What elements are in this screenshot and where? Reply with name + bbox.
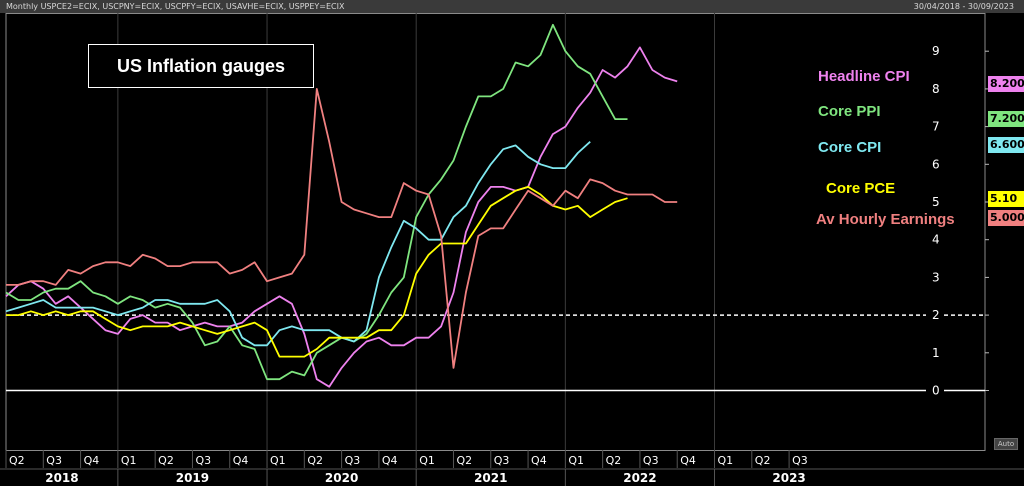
quarter-label: Q4: [84, 454, 100, 467]
quarter-label: Q2: [755, 454, 771, 467]
quarter-label: Q1: [270, 454, 286, 467]
quarter-label: Q3: [345, 454, 361, 467]
series-line-core-cpi: [5, 141, 591, 347]
y-tick-label: 4: [932, 233, 940, 247]
quarter-label: Q1: [419, 454, 435, 467]
legend-label-core-ppi: Core PPI: [818, 103, 881, 120]
legend-label-av-hourly-earnings: Av Hourly Earnings: [816, 211, 955, 228]
quarter-label: Q1: [568, 454, 584, 467]
legend-label-core-pce: Core PCE: [826, 180, 896, 197]
quarter-label: Q1: [121, 454, 137, 467]
y-tick-label: 9: [932, 44, 940, 58]
last-value-tag-headline-cpi: 8.200: [988, 76, 1024, 92]
quarter-label: Q4: [233, 454, 249, 467]
year-label: 2019: [176, 471, 209, 485]
quarter-label: Q2: [9, 454, 25, 467]
year-label: 2020: [325, 471, 358, 485]
year-label: 2018: [45, 471, 78, 485]
y-tick-label: 7: [932, 120, 940, 134]
quarter-label: Q1: [718, 454, 734, 467]
ticker-list: Monthly USPCE2=ECIX, USCPNY=ECIX, USCPFY…: [6, 2, 345, 11]
last-value-tag-core-ppi: 7.200: [988, 111, 1024, 127]
quarter-label: Q2: [456, 454, 472, 467]
series-line-av-hourly-earnings: [6, 88, 678, 369]
date-range: 30/04/2018 - 30/09/2023: [913, 2, 1014, 11]
quarter-label: Q4: [531, 454, 547, 467]
quarter-label: Q3: [195, 454, 211, 467]
quarter-label: Q4: [382, 454, 398, 467]
quarter-label: Q3: [643, 454, 659, 467]
series-line-core-pce: [6, 185, 628, 358]
inflation-line-chart: 0 1 2 3 4 5 6 7 8 9 Q2 Q3 Q4 Q1 Q2 Q3 Q4 Q1 Q2 Q3 Q4 Q1 Q2 Q3 Q4…: [0, 13, 1024, 486]
y-tick-label: 1: [932, 346, 940, 360]
y-tick-label: 8: [932, 82, 940, 96]
quarter-label: Q2: [158, 454, 174, 467]
quarter-label: Q3: [46, 454, 62, 467]
quarter-label: Q2: [606, 454, 622, 467]
plot-frame: [5, 13, 986, 451]
year-label: 2023: [772, 471, 805, 485]
chart-header-bar: Monthly USPCE2=ECIX, USCPNY=ECIX, USCPFY…: [0, 0, 1024, 13]
last-value-tag-core-pce: 5.10: [988, 191, 1024, 207]
y-tick-label: 2: [932, 308, 940, 322]
y-tick-label: 5: [932, 195, 940, 209]
last-value-tag-av-hourly-earnings: 5.000: [988, 210, 1024, 226]
series-line-core-ppi: [5, 23, 628, 381]
y-tick-label: 3: [932, 270, 940, 284]
quarter-label: Q3: [494, 454, 510, 467]
auto-scale-button[interactable]: Auto: [994, 438, 1018, 450]
quarter-label: Q3: [792, 454, 808, 467]
y-tick-label: 6: [932, 157, 940, 171]
chart-title: US Inflation gauges: [88, 44, 314, 88]
legend-label-headline-cpi: Headline CPI: [818, 68, 910, 85]
y-tick-label: 0: [932, 384, 940, 398]
last-value-tag-core-cpi: 6.600: [988, 137, 1024, 153]
quarter-label: Q4: [680, 454, 696, 467]
quarter-label: Q2: [307, 454, 323, 467]
legend-label-core-cpi: Core CPI: [818, 139, 882, 156]
year-label: 2022: [623, 471, 656, 485]
year-label: 2021: [474, 471, 507, 485]
series-line-headline-cpi: [5, 46, 678, 388]
